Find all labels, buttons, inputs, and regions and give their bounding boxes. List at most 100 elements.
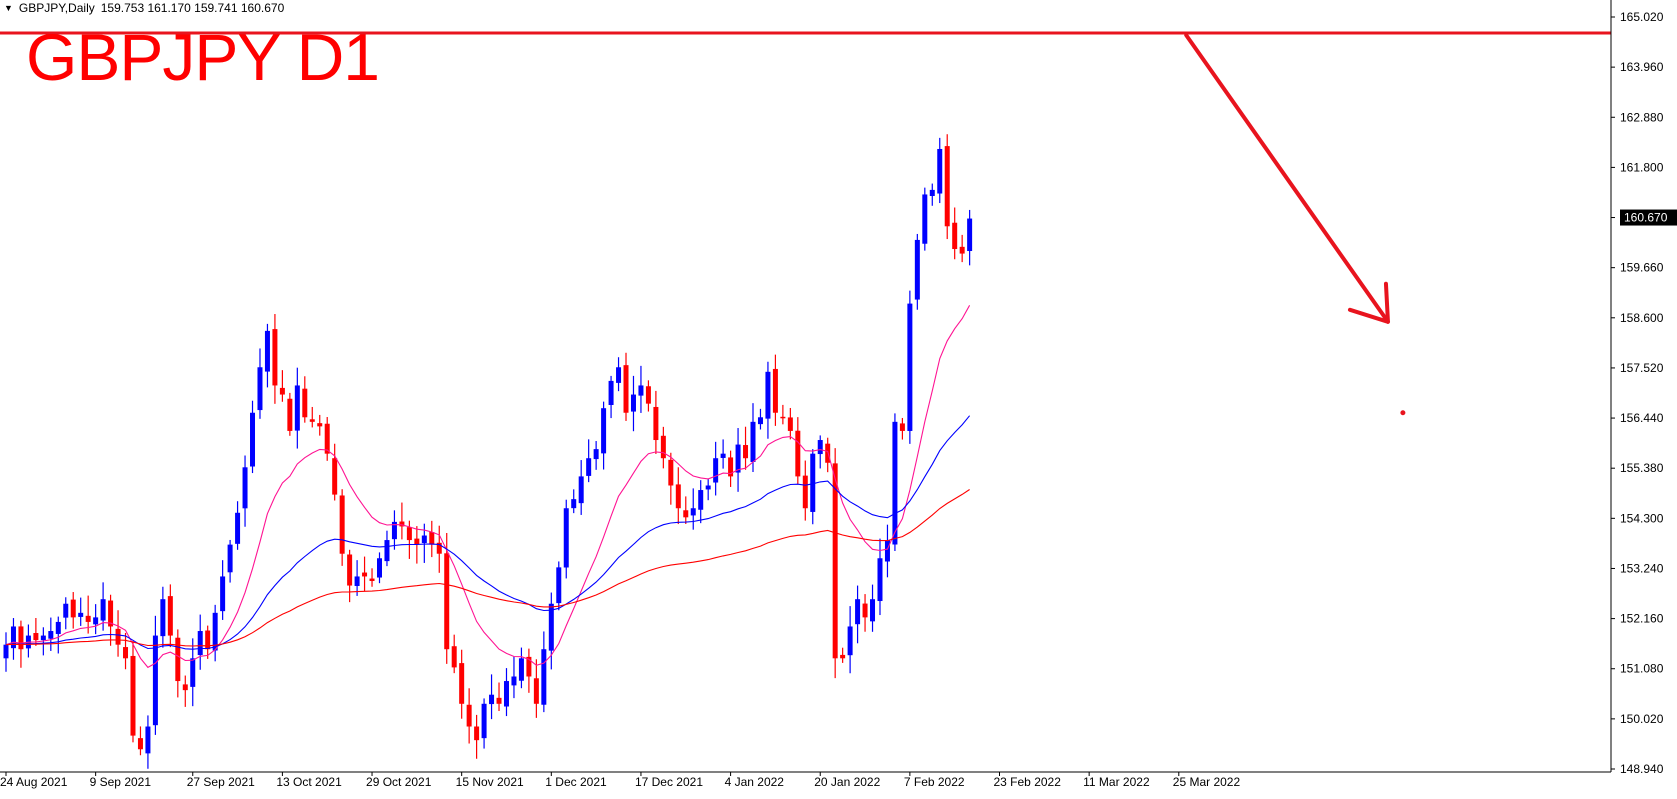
candle xyxy=(444,533,450,664)
time-tick-label: 1 Dec 2021 xyxy=(545,775,607,789)
candle-body xyxy=(720,453,726,458)
candle-body xyxy=(780,416,786,419)
triangle-down-icon[interactable]: ▼ xyxy=(4,3,13,13)
candle-body xyxy=(959,246,965,254)
candle-body xyxy=(70,599,76,618)
candle-body xyxy=(929,189,935,197)
candle-body xyxy=(339,495,345,554)
candle-body xyxy=(317,423,323,427)
candle-body xyxy=(429,532,435,545)
candle xyxy=(362,556,368,592)
candle xyxy=(279,370,285,402)
candle-body xyxy=(175,637,181,682)
candle xyxy=(884,524,890,578)
price-tick-label: 150.020 xyxy=(1620,712,1664,726)
candle-body xyxy=(474,726,480,741)
candle-body xyxy=(123,647,129,659)
candle xyxy=(630,375,636,432)
price-tick-label: 156.440 xyxy=(1620,411,1664,425)
candle-body xyxy=(63,603,69,618)
candle-body xyxy=(324,423,330,454)
candle xyxy=(922,187,928,251)
candle-body xyxy=(728,457,734,477)
candle-body xyxy=(242,467,248,509)
candle xyxy=(728,450,734,487)
candle-body xyxy=(33,633,39,641)
price-tick-label: 162.880 xyxy=(1620,110,1664,124)
candle xyxy=(33,618,39,646)
candle-body xyxy=(85,615,91,622)
candle-body xyxy=(616,367,622,383)
candle-body xyxy=(489,694,495,705)
candle-body xyxy=(847,626,853,656)
candle xyxy=(892,413,898,551)
candle-body xyxy=(855,599,861,625)
candle-body xyxy=(556,567,562,604)
candle xyxy=(489,674,495,720)
candle-body xyxy=(130,655,136,736)
time-tick-label: 9 Sep 2021 xyxy=(90,775,152,789)
time-tick-label: 29 Oct 2021 xyxy=(366,775,432,789)
time-tick-label: 24 Aug 2021 xyxy=(0,775,68,789)
candle xyxy=(347,549,353,603)
candle-body xyxy=(623,365,629,413)
candle-body xyxy=(466,704,472,727)
candle xyxy=(302,376,308,423)
candle-body xyxy=(862,603,868,618)
candle-body xyxy=(384,540,390,562)
candle-body xyxy=(870,599,876,622)
candle-body xyxy=(391,521,397,540)
candle xyxy=(496,682,502,712)
price-tick-label: 154.300 xyxy=(1620,511,1664,525)
candle-body xyxy=(436,542,442,554)
candle-body xyxy=(377,558,382,578)
candle-body xyxy=(481,703,487,739)
candle-body xyxy=(369,578,375,581)
candle-body xyxy=(922,194,928,244)
candle xyxy=(847,606,853,674)
candle xyxy=(952,207,958,260)
candle-body xyxy=(332,458,338,495)
price-tick-label: 148.940 xyxy=(1620,762,1664,776)
candle xyxy=(55,616,61,654)
candle xyxy=(571,489,577,514)
candle-body xyxy=(832,463,838,659)
candle xyxy=(870,584,876,632)
candle-body xyxy=(899,423,905,431)
candle-body xyxy=(967,218,973,252)
candle xyxy=(743,426,749,470)
candle-body xyxy=(533,678,539,704)
candle xyxy=(257,348,263,419)
candle-body xyxy=(302,388,308,418)
candle xyxy=(780,404,786,425)
candle-body xyxy=(152,635,158,726)
annotation-dot xyxy=(1400,410,1406,416)
candle xyxy=(765,361,771,439)
candle-body xyxy=(347,554,353,586)
candle xyxy=(145,715,151,769)
candle-body xyxy=(952,222,958,250)
candle-body xyxy=(571,499,577,509)
candle-body xyxy=(787,417,793,431)
candle xyxy=(944,134,950,240)
candle-body xyxy=(668,459,674,486)
candle xyxy=(832,448,838,679)
candle xyxy=(264,323,270,388)
candle-body xyxy=(137,738,143,750)
candle xyxy=(862,594,868,632)
candle xyxy=(757,408,763,430)
candle xyxy=(675,467,681,525)
candle-body xyxy=(205,630,211,650)
candle xyxy=(653,390,659,454)
candle-body xyxy=(944,146,950,227)
candle xyxy=(563,499,569,579)
candle xyxy=(720,439,726,469)
price-tick-label: 151.080 xyxy=(1620,662,1664,676)
candle xyxy=(877,538,883,616)
price-tick-label: 157.520 xyxy=(1620,361,1664,375)
candle-body xyxy=(18,626,24,650)
candle xyxy=(339,489,345,566)
candle-body xyxy=(182,684,188,691)
annotations-layer xyxy=(0,31,1611,416)
